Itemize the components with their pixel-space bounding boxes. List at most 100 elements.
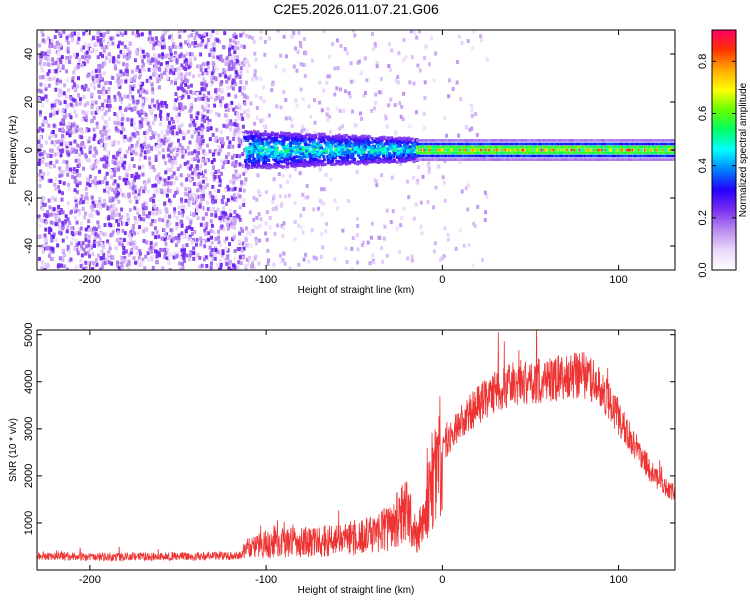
heatmap-cell-band <box>353 150 357 154</box>
heatmap-cell-noise <box>224 159 228 164</box>
heatmap-cell-band <box>244 165 248 169</box>
heatmap-cell-faint <box>423 96 427 100</box>
heatmap-cell-noise <box>66 142 69 146</box>
heatmap-cell-faint <box>298 171 302 176</box>
heatmap-cell-faint <box>282 226 285 231</box>
heatmap-cell-faint <box>279 259 283 264</box>
heatmap-cell-line <box>450 142 453 146</box>
heatmap-cell-noise <box>172 255 176 260</box>
heatmap-cell-faint <box>350 267 354 270</box>
heatmap-cell-noise <box>180 182 184 187</box>
heatmap-cell-line <box>423 151 426 155</box>
heatmap-cell-faint <box>299 87 303 92</box>
heatmap-cell-band <box>250 166 254 169</box>
heatmap-cell-faint <box>244 226 248 231</box>
heatmap-cell-noise <box>185 62 188 66</box>
heatmap-cell-noise <box>50 148 54 153</box>
heatmap-cell-band <box>316 141 320 145</box>
heatmap-cell-faint <box>320 212 324 217</box>
heatmap-cell-line <box>429 148 432 152</box>
heatmap-cell-line <box>445 158 448 161</box>
heatmap-cell-noise <box>103 176 107 181</box>
heatmap-cell-line <box>477 142 480 146</box>
heatmap-cell-band <box>325 144 328 148</box>
heatmap-cell-noise <box>90 92 94 97</box>
heatmap-cell-faint <box>268 216 272 220</box>
heatmap-cell-noise <box>196 135 200 140</box>
heatmap-cell-faint <box>268 225 272 230</box>
heatmap-cell-noise <box>180 87 184 92</box>
heatmap-cell-faint <box>258 223 262 228</box>
heatmap-cell-noise <box>166 116 169 121</box>
heatmap-cell-noise <box>101 203 105 208</box>
heatmap-cell-noise <box>192 256 196 261</box>
heatmap-cell-noise <box>94 164 98 169</box>
heatmap-cell-noise <box>43 213 47 217</box>
heatmap-cell-noise <box>121 32 125 37</box>
heatmap-cell-noise <box>200 197 204 201</box>
heatmap-cell-noise <box>94 200 98 205</box>
heatmap-cell-noise <box>219 243 223 248</box>
heatmap-cell-noise <box>116 264 119 268</box>
heatmap-cell-noise <box>126 180 130 185</box>
heatmap-cell-band <box>383 157 387 161</box>
heatmap-cell-noise <box>233 131 237 136</box>
heatmap-cell-noise <box>124 108 128 112</box>
heatmap-cell-faint <box>252 39 256 44</box>
heatmap-cell-faint <box>322 30 326 34</box>
heatmap-cell-noise <box>59 60 63 65</box>
heatmap-cell-faint <box>360 116 363 121</box>
heatmap-cell-band <box>294 136 298 140</box>
heatmap-cell-line <box>491 145 494 149</box>
heatmap-cell-noise <box>123 231 127 236</box>
heatmap-cell-faint <box>343 47 347 52</box>
heatmap-cell-noise <box>166 188 170 193</box>
heatmap-cell-band <box>311 149 315 153</box>
heatmap-cell-noise <box>75 54 78 59</box>
heatmap-cell-noise <box>170 79 174 84</box>
heatmap-cell-band <box>291 159 295 163</box>
heatmap-cell-band <box>410 153 414 157</box>
heatmap-cell-line <box>467 139 470 142</box>
heatmap-cell-noise <box>120 157 124 162</box>
heatmap-cell-noise <box>51 61 55 66</box>
heatmap-cell-noise <box>69 96 73 101</box>
heatmap-cell-noise <box>175 58 179 63</box>
heatmap-cell-faint <box>331 42 334 47</box>
heatmap-cell-noise <box>208 121 212 126</box>
heatmap-cell-band <box>252 129 256 133</box>
heatmap-cell-noise <box>91 179 95 184</box>
heatmap-cell-noise <box>236 134 240 139</box>
heatmap-cell-noise <box>56 243 60 248</box>
heatmap-cell-line <box>415 151 418 155</box>
heatmap-cell-noise <box>77 158 81 163</box>
heatmap-cell-faint <box>307 104 311 109</box>
heatmap-cell-band <box>317 137 321 141</box>
heatmap-cell-band <box>386 136 390 140</box>
heatmap-cell-noise <box>59 169 63 174</box>
heatmap-cell-faint <box>402 58 406 63</box>
heatmap-cell-faint <box>352 30 356 33</box>
heatmap-cell-noise <box>217 235 220 240</box>
heatmap-cell-band <box>291 134 295 138</box>
heatmap-cell-noise <box>138 214 142 219</box>
heatmap-cell-noise <box>125 177 129 182</box>
heatmap-cell-noise <box>177 124 181 129</box>
heatmap-cell-noise <box>195 91 199 96</box>
heatmap-cell-noise <box>238 88 242 93</box>
heatmap-cell-band <box>293 146 297 149</box>
heatmap-cell-noise <box>192 74 195 79</box>
heatmap-cell-noise <box>111 187 115 192</box>
heatmap-cell-noise <box>93 78 97 83</box>
heatmap-cell-line <box>498 139 501 142</box>
heatmap-cell-noise <box>47 57 51 62</box>
heatmap-cell-band <box>356 151 360 155</box>
heatmap-cell-noise <box>102 198 106 203</box>
heatmap-cell-line <box>499 148 502 152</box>
heatmap-cell-band <box>285 144 289 148</box>
heatmap-cell-noise <box>96 125 99 130</box>
heatmap-cell-noise <box>175 216 179 220</box>
heatmap-cell-band <box>293 132 297 136</box>
heatmap-cell-faint <box>248 231 252 236</box>
heatmap-cell-noise <box>195 242 198 247</box>
